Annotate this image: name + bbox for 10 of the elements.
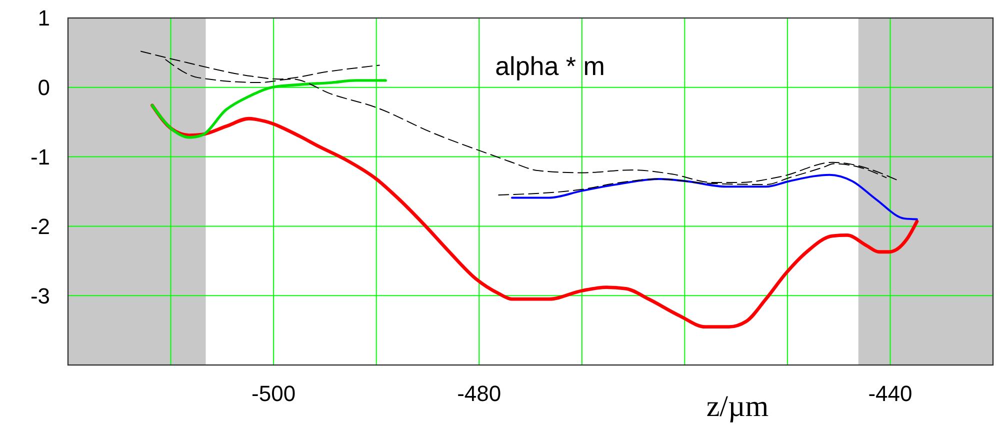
y-tick-label: -1: [30, 144, 50, 170]
x-tick-label: -500: [252, 381, 296, 406]
y-tick-label: -2: [30, 214, 50, 239]
x-axis-title: z/µm: [706, 390, 769, 423]
annotation: alpha * m: [495, 51, 605, 81]
x-tick-label: -480: [457, 381, 502, 406]
y-tick-label: -3: [30, 283, 50, 308]
y-tick-label: 1: [38, 6, 50, 31]
y-tick-label: 0: [38, 75, 50, 100]
x-tick-label: -440: [868, 381, 912, 406]
